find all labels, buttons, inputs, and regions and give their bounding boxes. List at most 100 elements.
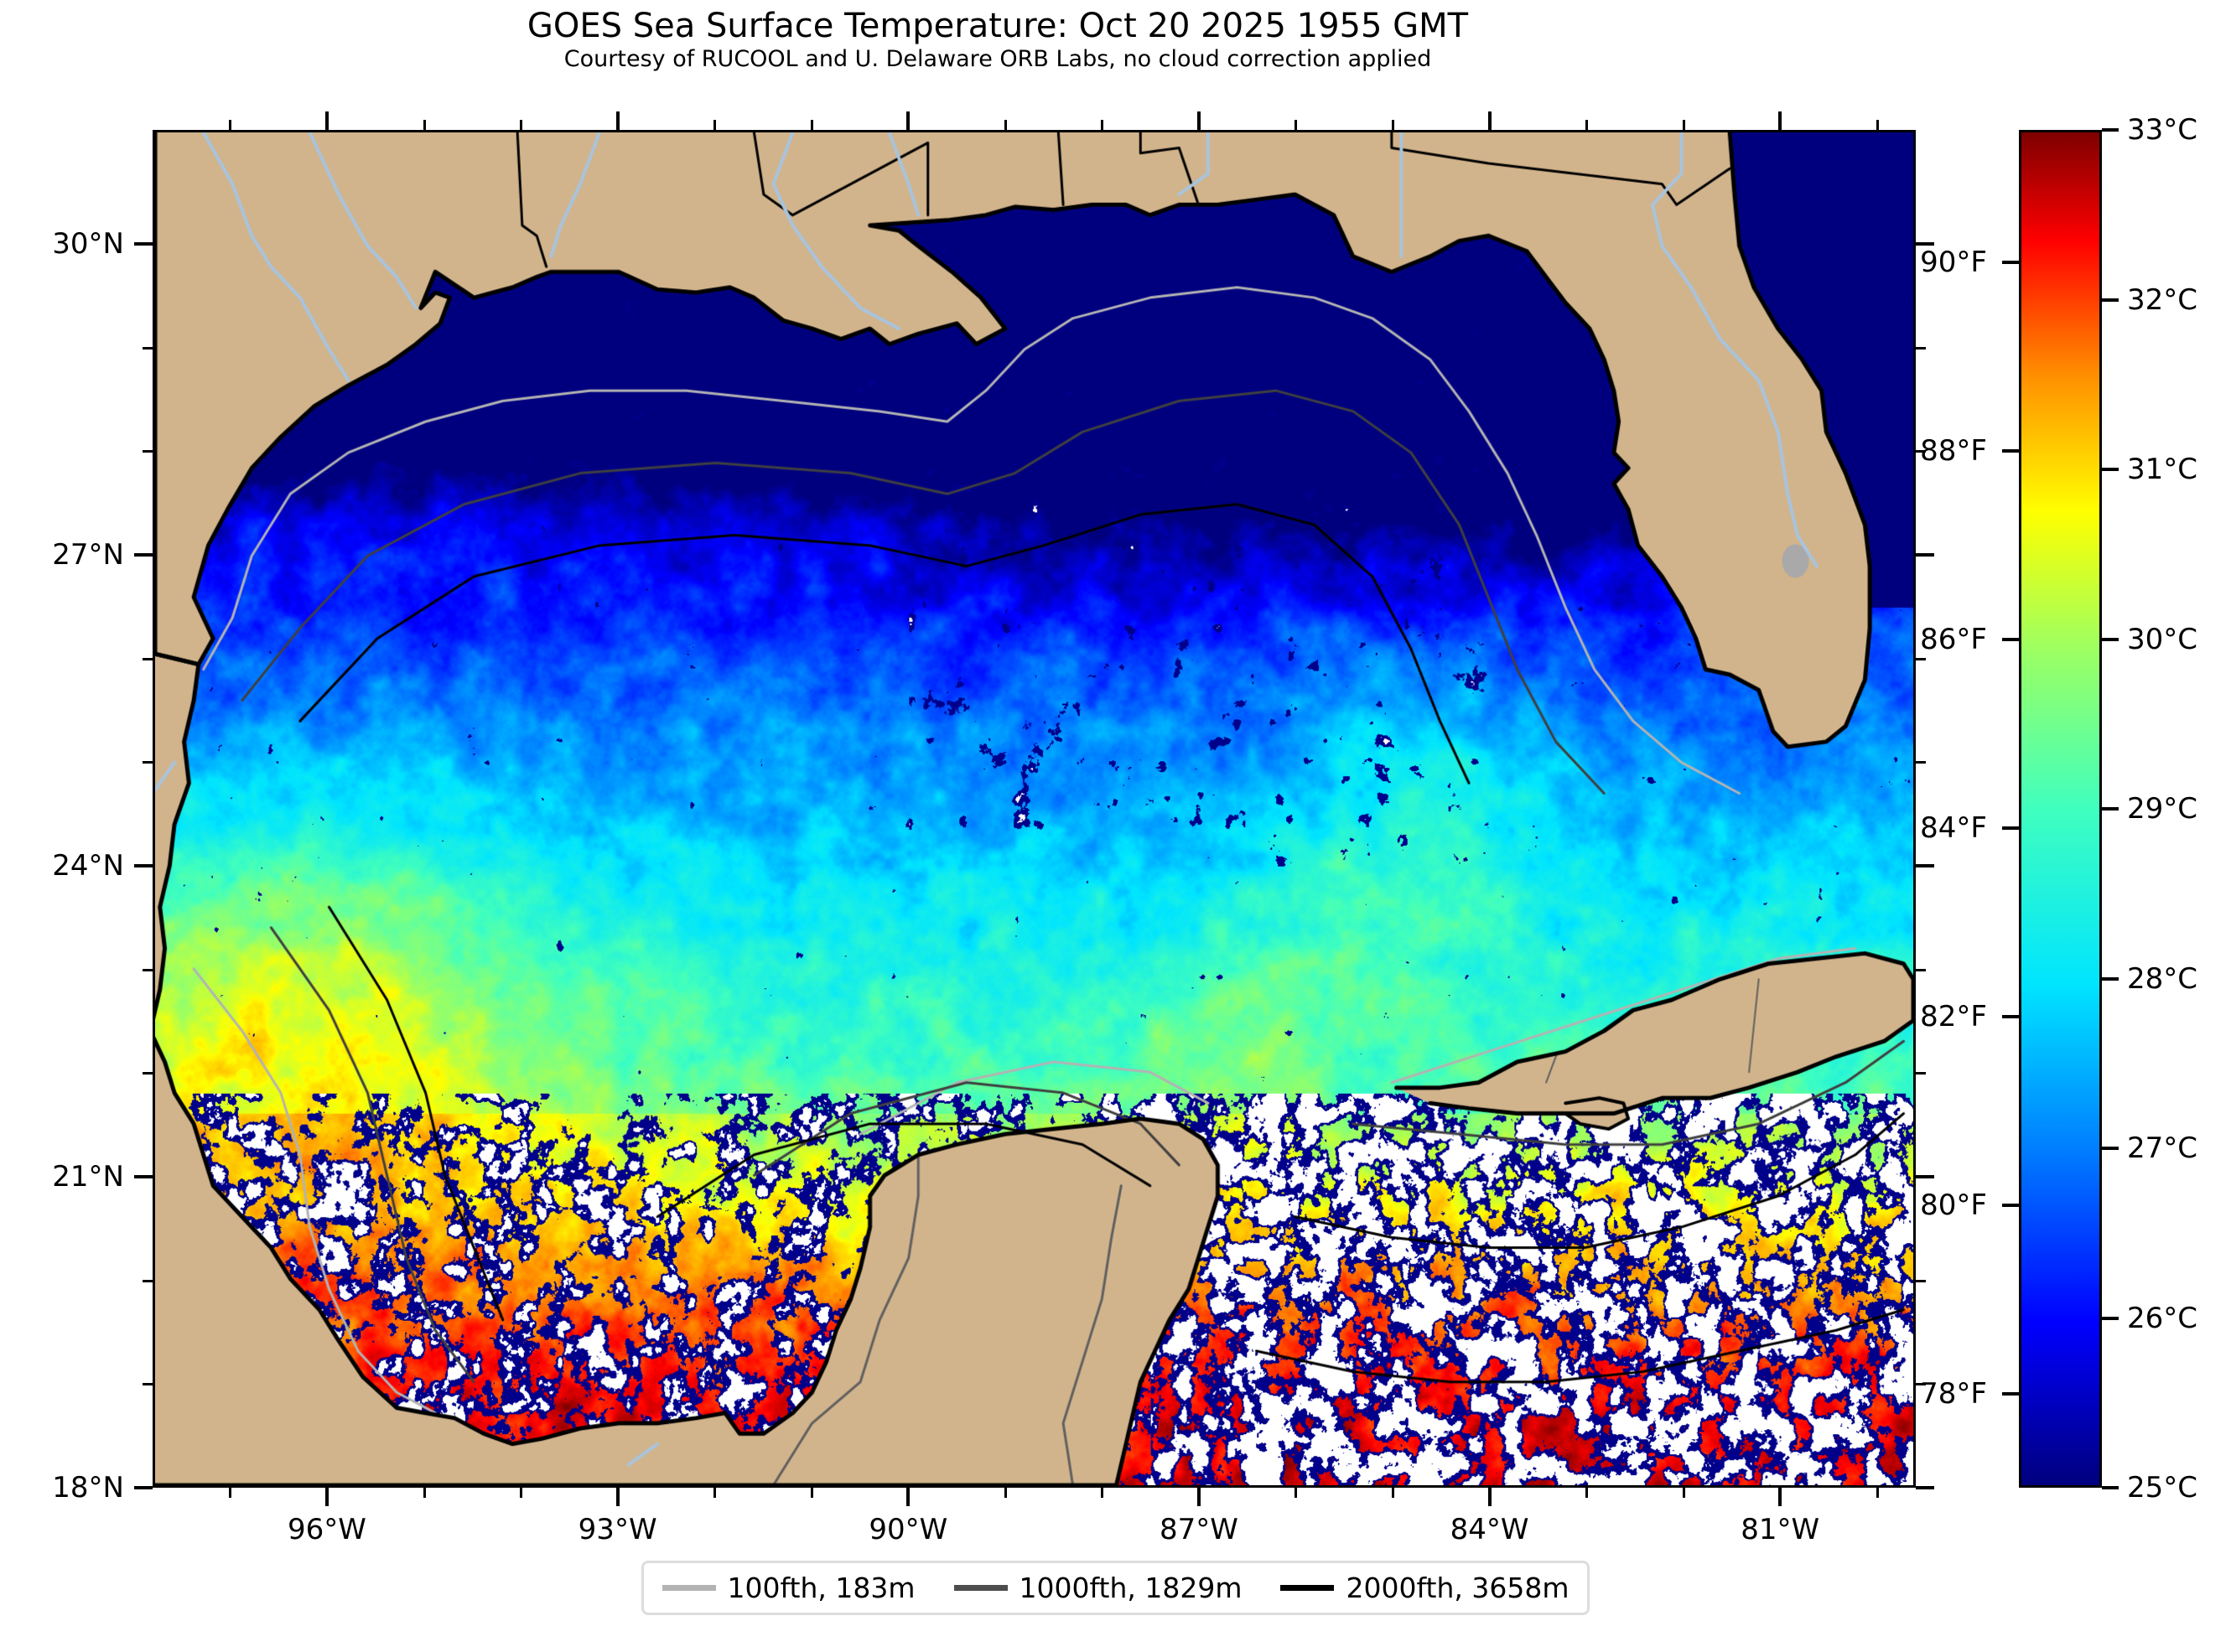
colorbar-celsius-label: 32°C	[2127, 282, 2198, 317]
y-minor-tick	[143, 346, 153, 350]
x-major-tick	[906, 1488, 911, 1506]
x-minor-tick	[1682, 1488, 1685, 1498]
x-minor-tick-top	[810, 120, 813, 130]
sst-map-axes	[153, 130, 1916, 1488]
legend-line-2000fth	[1280, 1585, 1335, 1591]
x-major-tick	[324, 1488, 329, 1506]
colorbar-celsius-label: 26°C	[2127, 1301, 2198, 1335]
x-major-tick-top	[906, 111, 911, 130]
x-axis-label: 96°W	[288, 1513, 366, 1546]
y-minor-tick	[143, 450, 153, 453]
colorbar-celsius-tick	[2102, 1486, 2119, 1489]
colorbar-celsius-tick	[2102, 298, 2119, 302]
x-minor-tick-top	[229, 120, 232, 130]
colorbar	[2019, 130, 2102, 1488]
colorbar-fahrenheit-tick	[2002, 1391, 2019, 1396]
colorbar-celsius-label: 29°C	[2127, 792, 2198, 826]
legend-label: 1000fth, 1829m	[1019, 1572, 1243, 1604]
colorbar-fahrenheit-label: 86°F	[1920, 622, 1987, 656]
y-minor-tick-right	[1916, 968, 1926, 971]
y-minor-tick	[143, 761, 153, 764]
colorbar-celsius-tick	[2102, 807, 2119, 810]
colorbar-celsius-tick	[2102, 128, 2119, 132]
y-major-tick	[134, 1486, 153, 1489]
x-minor-tick	[1876, 1488, 1879, 1498]
legend-item: 1000fth, 1829m	[953, 1572, 1243, 1604]
y-minor-tick	[143, 1279, 153, 1282]
colorbar-celsius-tick	[2102, 468, 2119, 471]
x-minor-tick-top	[1294, 120, 1298, 130]
legend-label: 100fth, 183m	[727, 1572, 916, 1604]
page-subtitle: Courtesy of RUCOOL and U. Delaware ORB L…	[563, 46, 1432, 72]
colorbar-fahrenheit-tick	[2002, 260, 2019, 264]
x-minor-tick-top	[1876, 120, 1879, 130]
colorbar-celsius-label: 30°C	[2127, 622, 2198, 656]
colorbar-fahrenheit-label: 78°F	[1920, 1376, 1987, 1411]
x-axis-label: 93°W	[578, 1513, 657, 1546]
y-major-tick	[134, 242, 153, 246]
y-major-tick	[134, 864, 153, 867]
x-major-tick	[1196, 1488, 1201, 1506]
legend-label: 2000fth, 3658m	[1346, 1572, 1569, 1604]
colorbar-celsius-label: 27°C	[2127, 1132, 2198, 1165]
y-major-tick-right	[1916, 864, 1934, 867]
x-minor-tick-top	[713, 120, 717, 130]
y-major-tick-right	[1916, 1175, 1934, 1178]
x-minor-tick	[1101, 1488, 1104, 1498]
y-minor-tick-right	[1916, 1279, 1926, 1282]
bathymetry-legend: 100fth, 183m 1000fth, 1829m 2000fth, 365…	[641, 1561, 1590, 1615]
colorbar-celsius-tick	[2102, 1316, 2119, 1320]
x-major-tick-top	[324, 111, 329, 130]
y-axis-label: 18°N	[52, 1471, 124, 1504]
x-minor-tick-top	[423, 120, 426, 130]
y-axis-label: 30°N	[52, 227, 124, 262]
x-minor-tick-top	[1101, 120, 1104, 130]
y-axis-label: 27°N	[52, 538, 124, 572]
x-minor-tick	[1585, 1488, 1589, 1498]
colorbar-fahrenheit-tick	[2002, 1203, 2019, 1207]
y-minor-tick	[143, 1383, 153, 1386]
legend-item: 100fth, 183m	[662, 1572, 916, 1604]
x-major-tick-top	[1196, 111, 1201, 130]
y-major-tick-right	[1916, 242, 1934, 246]
colorbar-celsius-tick	[2102, 1147, 2119, 1150]
colorbar-fahrenheit-tick	[2002, 826, 2019, 830]
x-minor-tick	[1294, 1488, 1298, 1498]
y-major-tick	[134, 553, 153, 557]
y-major-tick	[134, 1175, 153, 1178]
sst-heatmap-canvas	[155, 132, 1913, 1485]
x-major-tick	[1778, 1488, 1782, 1506]
colorbar-fahrenheit-label: 84°F	[1920, 810, 1987, 845]
x-axis-label: 87°W	[1159, 1513, 1238, 1546]
y-minor-tick	[143, 968, 153, 971]
x-minor-tick	[520, 1488, 523, 1498]
y-minor-tick-right	[1916, 657, 1926, 660]
x-major-tick	[1487, 1488, 1492, 1506]
y-minor-tick-right	[1916, 761, 1926, 764]
y-axis-label: 21°N	[52, 1160, 124, 1194]
y-minor-tick-right	[1916, 346, 1926, 350]
x-major-tick	[615, 1488, 620, 1506]
colorbar-fahrenheit-label: 90°F	[1920, 245, 1987, 279]
x-minor-tick	[423, 1488, 426, 1498]
colorbar-celsius-label: 28°C	[2127, 961, 2198, 996]
x-minor-tick	[713, 1488, 717, 1498]
y-major-tick-right	[1916, 1486, 1934, 1489]
y-axis-label: 24°N	[52, 849, 124, 883]
colorbar-celsius-label: 31°C	[2127, 453, 2198, 486]
x-minor-tick	[1004, 1488, 1007, 1498]
colorbar-fahrenheit-label: 80°F	[1920, 1188, 1987, 1222]
x-major-tick-top	[615, 111, 620, 130]
page-title: GOES Sea Surface Temperature: Oct 20 202…	[527, 7, 1469, 45]
colorbar-celsius-tick	[2102, 637, 2119, 641]
x-minor-tick-top	[1004, 120, 1007, 130]
x-minor-tick-top	[520, 120, 523, 130]
colorbar-fahrenheit-label: 82°F	[1920, 999, 1987, 1033]
colorbar-fahrenheit-tick	[2002, 1014, 2019, 1018]
y-minor-tick	[143, 657, 153, 660]
legend-line-1000fth	[953, 1585, 1008, 1591]
y-minor-tick	[143, 1072, 153, 1075]
x-minor-tick	[810, 1488, 813, 1498]
colorbar-celsius-label: 25°C	[2127, 1471, 2198, 1504]
x-axis-label: 81°W	[1741, 1513, 1820, 1546]
